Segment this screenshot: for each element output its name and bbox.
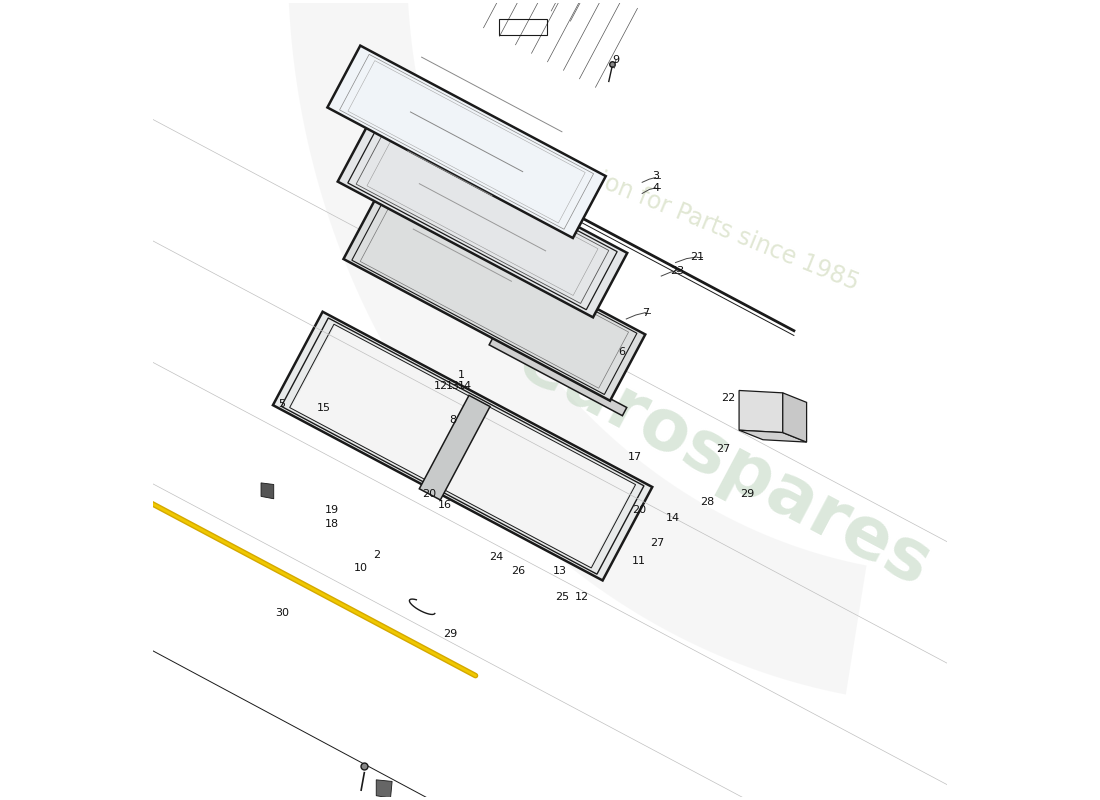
Text: 2: 2 — [373, 550, 381, 560]
Text: 25: 25 — [554, 592, 569, 602]
Text: 8: 8 — [450, 415, 456, 425]
Text: 3: 3 — [652, 171, 659, 181]
Text: 21: 21 — [690, 252, 704, 262]
Text: 29: 29 — [740, 489, 755, 498]
Text: 4: 4 — [652, 183, 659, 193]
Text: 27: 27 — [716, 444, 730, 454]
Polygon shape — [376, 780, 392, 798]
Text: 6: 6 — [618, 347, 625, 358]
Text: 19: 19 — [324, 505, 339, 514]
Text: a passion for Parts since 1985: a passion for Parts since 1985 — [524, 139, 862, 295]
Text: eurospares: eurospares — [507, 326, 943, 602]
Polygon shape — [343, 193, 646, 401]
Text: 27: 27 — [650, 538, 664, 548]
Polygon shape — [783, 393, 806, 442]
Polygon shape — [419, 395, 490, 500]
Polygon shape — [473, 309, 610, 387]
Text: 23: 23 — [670, 266, 684, 275]
Text: 1: 1 — [458, 370, 464, 379]
Text: 12: 12 — [574, 592, 589, 602]
Text: 29: 29 — [443, 630, 458, 639]
Polygon shape — [273, 312, 652, 581]
Text: 5: 5 — [278, 399, 285, 409]
Polygon shape — [1070, 663, 1088, 682]
Polygon shape — [739, 430, 806, 442]
Text: 17: 17 — [628, 452, 642, 462]
Text: 9: 9 — [613, 55, 619, 65]
Text: 24: 24 — [488, 552, 503, 562]
Text: 18: 18 — [324, 519, 339, 529]
Text: 14: 14 — [458, 381, 472, 390]
Text: 20: 20 — [631, 505, 646, 514]
Text: 20: 20 — [422, 489, 437, 498]
Text: 13: 13 — [553, 566, 568, 576]
Text: 14: 14 — [667, 513, 680, 522]
Text: 7: 7 — [641, 308, 649, 318]
Text: 22: 22 — [722, 394, 736, 403]
Polygon shape — [261, 483, 274, 498]
Text: 30: 30 — [275, 608, 289, 618]
Polygon shape — [338, 118, 627, 318]
Text: 16: 16 — [438, 500, 452, 510]
Text: 15: 15 — [317, 403, 331, 413]
Text: 11: 11 — [632, 556, 646, 566]
Polygon shape — [292, 326, 634, 566]
Polygon shape — [490, 337, 627, 416]
Polygon shape — [288, 0, 1080, 694]
Polygon shape — [328, 46, 606, 238]
Polygon shape — [739, 390, 783, 433]
Text: 12: 12 — [434, 381, 448, 390]
Text: 28: 28 — [701, 497, 714, 506]
Text: 26: 26 — [512, 566, 526, 576]
Text: 13: 13 — [447, 381, 460, 390]
Text: 10: 10 — [354, 563, 367, 574]
